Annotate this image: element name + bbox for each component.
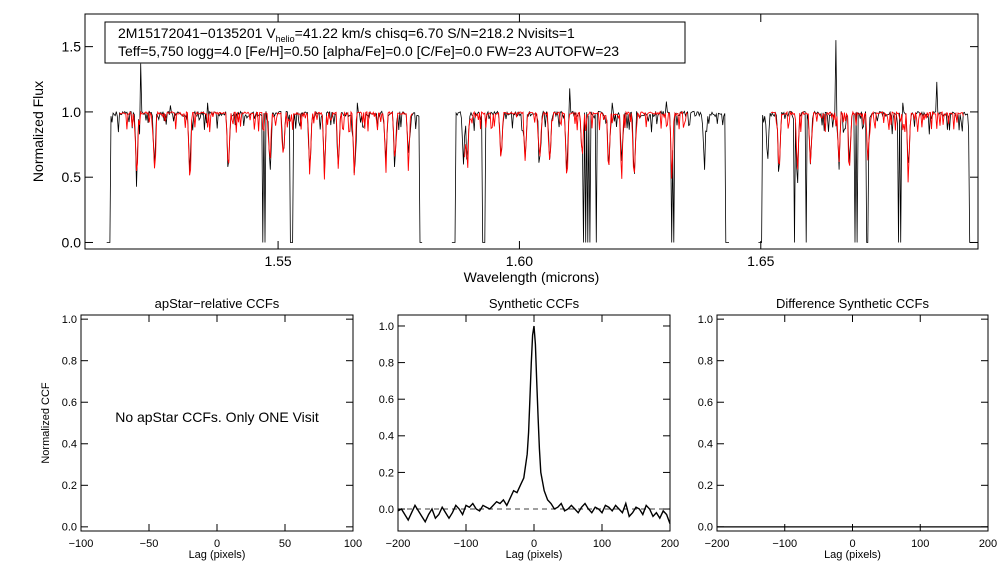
apstar_ccf-ytick-label: 0.4 (62, 439, 77, 451)
difference_ccf-xtick-label: 100 (911, 538, 929, 550)
synthetic_ccf-ytick-label: 0.6 (379, 394, 394, 406)
spectrum-ylabel: Normalized Flux (30, 81, 46, 182)
apstar_ccf-ytick-label: 0.0 (62, 522, 77, 534)
observed-series (106, 40, 973, 243)
model-chip-2 (464, 110, 688, 179)
difference_ccf-xtick-label: −100 (772, 538, 797, 550)
observed-chip-1 (106, 63, 423, 243)
spectrum-xtick-label: 1.65 (747, 253, 774, 269)
info-box: 2M15172041−0135201 Vhelio=41.22 km/s chi… (104, 21, 686, 64)
difference_ccf-ytick-label: 1.0 (698, 314, 713, 326)
info-line-1-suffix: =41.22 km/s chisq=6.70 S/N=218.2 Nvisits… (295, 25, 575, 41)
apstar_ccf-xtick-label: 50 (279, 538, 291, 550)
observed-chip-3 (758, 40, 973, 243)
info-line-1: 2M15172041−0135201 Vhelio=41.22 km/s chi… (118, 25, 575, 44)
spectrum-ytick-label: 0.0 (62, 234, 82, 250)
apstar_ccf-xtick-label: −100 (69, 538, 94, 550)
spectrum-xlabel: Wavelength (microns) (464, 269, 600, 285)
difference_ccf-title: Difference Synthetic CCFs (776, 296, 929, 311)
synthetic_ccf-xtick-label: 200 (661, 538, 679, 550)
synthetic_ccf-ytick-label: 0.2 (379, 467, 394, 479)
apstar_ccf-ytick-label: 0.6 (62, 397, 77, 409)
model-chip-1 (119, 110, 413, 180)
synthetic_ccf-xtick-label: −200 (386, 538, 411, 550)
info-line-1-prefix: 2M15172041−0135201 V (118, 25, 276, 41)
synthetic_ccf-ytick-label: 0.8 (379, 357, 394, 369)
spectrum-axes: 1.55 1.60 1.65 0.0 0.5 1.0 1.5 Wavelength (micr… (30, 13, 979, 285)
model-series (119, 110, 964, 183)
apstar_ccf-xtick-label: 0 (214, 538, 220, 550)
spectrum-frame (84, 13, 979, 250)
info-box-frame (104, 21, 686, 64)
synthetic_ccf-ytick-label: 1.0 (379, 321, 394, 333)
spectrum-ytick-label: 1.0 (62, 104, 82, 120)
apstar_ccf-ytick-label: 0.8 (62, 356, 77, 368)
apstar-annotation: No apStar CCFs. Only ONE Visit (115, 409, 319, 425)
spectrum-xtick-label: 1.55 (264, 253, 291, 269)
synthetic-ccf-line (397, 325, 671, 524)
apstar_ccf-ytick-label: 1.0 (62, 314, 77, 326)
difference_ccf-ytick-label: 0.6 (698, 397, 713, 409)
spectrum-xtick-label: 1.60 (506, 253, 533, 269)
difference_ccf-ytick-label: 0.2 (698, 480, 713, 492)
difference_ccf-ytick-label: 0.8 (698, 356, 713, 368)
difference_ccf-ytick-label: 0.4 (698, 439, 713, 451)
difference_ccf-xlabel: Lag (pixels) (824, 549, 881, 561)
difference_ccf-ytick-label: 0.0 (698, 522, 713, 534)
apstar_ccf-axes: −100 −50 0 50 100 0.0 0.2 0.4 0.6 0.8 1.0 Lag (pixe… (40, 296, 362, 561)
difference_ccf-xtick-label: 0 (849, 538, 855, 550)
observed-chip-2 (451, 88, 729, 243)
apstar_ccf-ylabel: Normalized CCF (40, 382, 52, 464)
apstar_ccf-title: apStar−relative CCFs (155, 296, 280, 311)
difference_ccf-xtick-label: 200 (979, 538, 997, 550)
difference_ccf-axes: −200 −100 0 100 200 0.0 0.2 0.4 0.6 0.8 1.0 Lag (pi… (698, 296, 997, 561)
synthetic_ccf-title: Synthetic CCFs (489, 296, 580, 311)
info-line-1-subscript: helio (276, 34, 295, 44)
difference_ccf-frame (716, 314, 989, 532)
spectrum-ytick-label: 0.5 (62, 169, 82, 185)
synthetic_ccf-axes: −200 −100 0 100 200 0.0 0.2 0.4 0.6 0.8 1.0 Lag (pi… (379, 296, 679, 561)
synthetic_ccf-xlabel: Lag (pixels) (506, 549, 563, 561)
model-chip-3 (770, 110, 964, 183)
difference_ccf-xtick-label: −200 (705, 538, 730, 550)
info-line-2: Teff=5,750 logg=4.0 [Fe/H]=0.50 [alpha/F… (118, 43, 619, 59)
apstar_ccf-xlabel: Lag (pixels) (189, 549, 246, 561)
spectrum-ytick-label: 1.5 (62, 39, 82, 55)
synthetic_ccf-frame (397, 314, 671, 532)
apstar_ccf-ytick-label: 0.2 (62, 480, 77, 492)
synthetic_ccf-xtick-label: 100 (593, 538, 611, 550)
synthetic_ccf-xtick-label: −100 (454, 538, 479, 550)
apstar_ccf-xtick-label: 100 (344, 538, 362, 550)
synthetic_ccf-xtick-label: 0 (531, 538, 537, 550)
apstar_ccf-xtick-label: −50 (140, 538, 159, 550)
synthetic_ccf-ytick-label: 0.4 (379, 431, 394, 443)
synthetic_ccf-ytick-label: 0.0 (379, 504, 394, 516)
